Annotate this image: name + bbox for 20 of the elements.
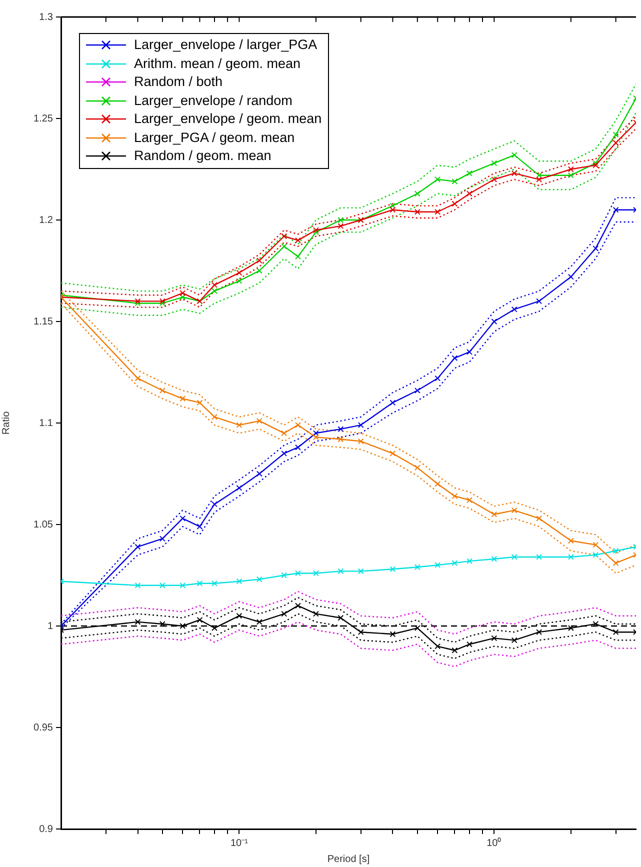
y-tick-label: 1.05 bbox=[34, 519, 54, 530]
legend-label: Arithm. mean / geom. mean bbox=[134, 54, 301, 73]
y-tick-label: 1.15 bbox=[34, 316, 54, 328]
x-axis-title: Period [s] bbox=[327, 854, 370, 865]
legend-label: Larger_envelope / geom. mean bbox=[134, 110, 322, 128]
legend-label: Random / both bbox=[134, 73, 223, 91]
legend-label: Random / geom. mean bbox=[134, 147, 272, 165]
y-tick-label: 1.1 bbox=[39, 418, 54, 429]
legend-label: Larger_envelope / random bbox=[134, 92, 292, 110]
y-tick-label: 1.2 bbox=[39, 214, 54, 226]
y-tick-label: 1 bbox=[47, 620, 54, 632]
y-tick-label: 0.9 bbox=[39, 824, 54, 835]
y-axis-title: Ratio bbox=[0, 410, 12, 435]
legend-label: Larger_envelope / larger_PGA bbox=[134, 36, 318, 54]
y-tick-label: 1.3 bbox=[39, 12, 54, 23]
y-tick-label: 1.25 bbox=[34, 113, 54, 124]
y-tick-label: 0.95 bbox=[34, 722, 54, 734]
x-tick-label: 10⁰ bbox=[486, 836, 502, 849]
x-tick-label: 10⁻¹ bbox=[230, 838, 249, 849]
legend-label: Larger_PGA / geom. mean bbox=[134, 128, 295, 147]
